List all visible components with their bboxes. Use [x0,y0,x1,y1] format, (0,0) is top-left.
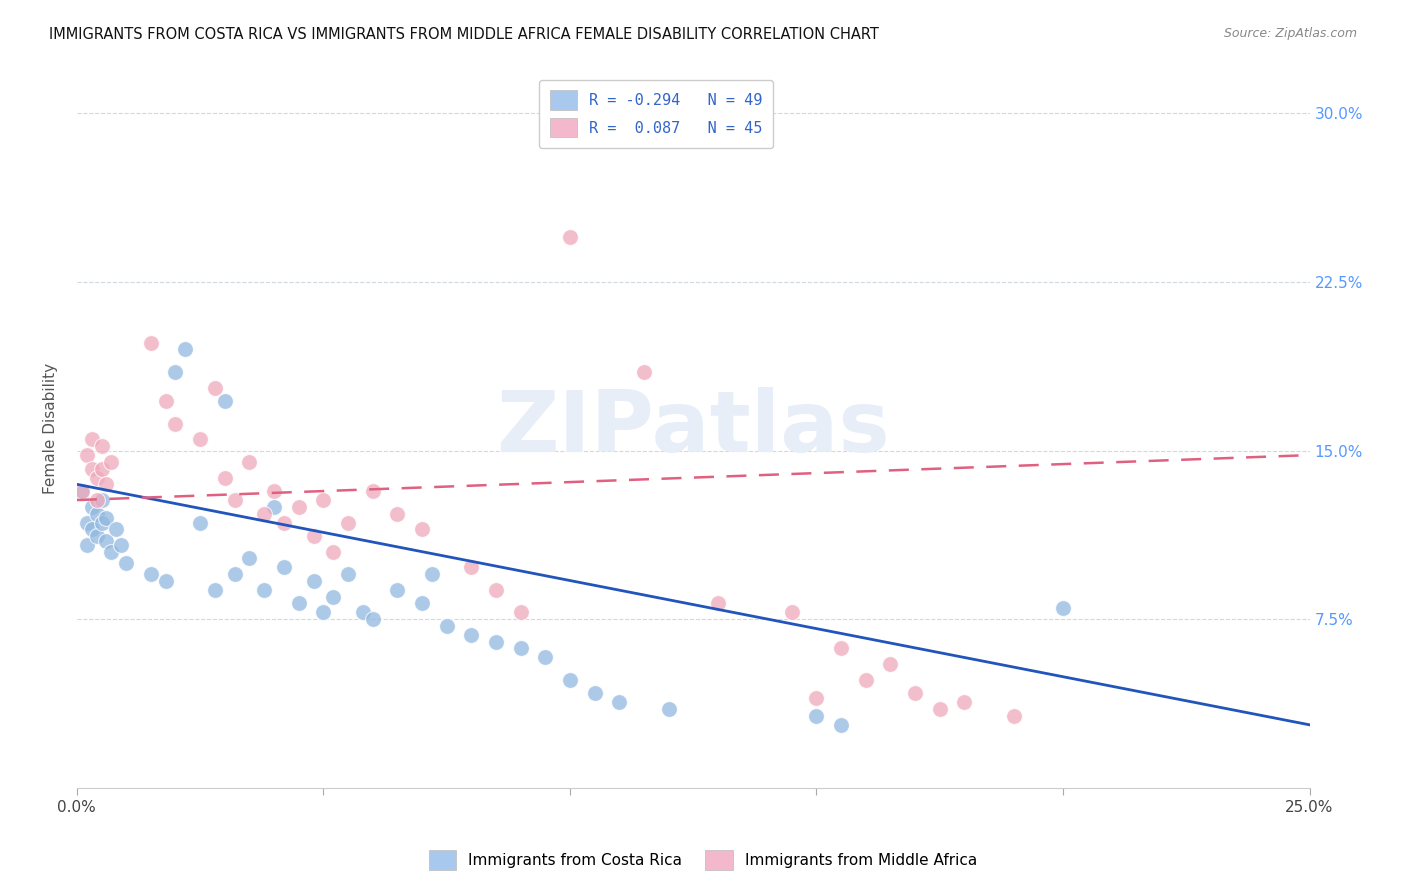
Point [80,522,103,536]
Point [322,590,344,604]
Point [86,470,108,484]
Point [96,533,118,548]
Point [436,619,458,633]
Point [928,702,950,716]
Point [204,381,226,395]
Point [312,606,335,620]
Text: ZIPatlas: ZIPatlas [496,386,890,469]
Point [322,545,344,559]
Point [352,606,374,620]
Point [509,641,531,656]
Point [337,516,360,530]
Point [86,529,108,543]
Point [509,606,531,620]
Point [70,486,93,500]
Point [830,641,852,656]
Point [411,597,433,611]
Point [238,551,260,566]
Point [96,511,118,525]
Point [139,567,162,582]
Text: IMMIGRANTS FROM COSTA RICA VS IMMIGRANTS FROM MIDDLE AFRICA FEMALE DISABILITY CO: IMMIGRANTS FROM COSTA RICA VS IMMIGRANTS… [49,27,879,42]
Point [273,560,295,574]
Point [224,493,246,508]
Point [1002,709,1025,723]
Point [387,582,409,597]
Point [420,567,443,582]
Point [337,567,360,582]
Point [273,516,295,530]
Point [100,455,122,469]
Point [904,686,927,700]
Point [188,516,211,530]
Point [90,439,112,453]
Point [76,538,98,552]
Point [657,702,679,716]
Point [165,417,187,431]
Point [263,484,285,499]
Point [253,507,276,521]
Point [485,582,508,597]
Point [312,493,335,508]
Point [204,582,226,597]
Point [607,695,630,709]
Legend: R = -0.294   N = 49, R =  0.087   N = 45: R = -0.294 N = 49, R = 0.087 N = 45 [538,79,773,148]
Point [80,433,103,447]
Point [86,493,108,508]
Point [534,650,557,665]
Text: Source: ZipAtlas.com: Source: ZipAtlas.com [1223,27,1357,40]
Point [780,606,803,620]
Point [302,529,325,543]
Point [558,230,581,244]
Point [115,556,138,570]
Point [155,394,177,409]
Point [361,484,384,499]
Point [224,567,246,582]
Point [633,365,655,379]
Point [139,335,162,350]
Legend: Immigrants from Costa Rica, Immigrants from Middle Africa: Immigrants from Costa Rica, Immigrants f… [420,842,986,877]
Point [80,461,103,475]
Point [110,538,132,552]
Point [96,477,118,491]
Point [253,582,276,597]
Point [287,500,309,514]
Point [387,507,409,521]
Point [76,516,98,530]
Point [287,597,309,611]
Point [302,574,325,588]
Point [361,612,384,626]
Point [707,597,730,611]
Point [460,628,482,642]
Point [80,500,103,514]
Point [953,695,976,709]
Point [90,461,112,475]
Point [90,516,112,530]
Point [174,343,197,357]
Point [485,634,508,648]
Point [76,448,98,462]
Point [90,493,112,508]
Point [238,455,260,469]
Point [214,470,236,484]
Point [105,522,128,536]
Point [86,507,108,521]
Point [70,484,93,499]
Point [411,522,433,536]
Point [188,433,211,447]
Point [806,709,828,723]
Y-axis label: Female Disability: Female Disability [44,362,58,493]
Point [263,500,285,514]
Point [830,718,852,732]
Point [460,560,482,574]
Point [806,690,828,705]
Point [214,394,236,409]
Point [1052,601,1074,615]
Point [155,574,177,588]
Point [879,657,901,672]
Point [100,545,122,559]
Point [558,673,581,687]
Point [165,365,187,379]
Point [855,673,877,687]
Point [583,686,606,700]
